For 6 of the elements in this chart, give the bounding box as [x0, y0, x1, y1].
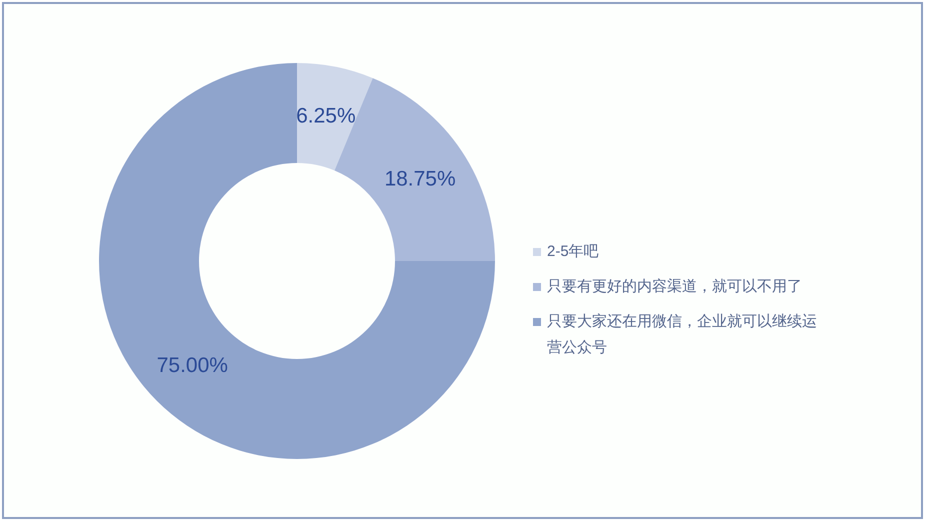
legend-label: 只要有更好的内容渠道，就可以不用了: [547, 277, 803, 297]
data-label: 18.75%: [384, 167, 456, 190]
data-label: 75.00%: [156, 354, 228, 378]
legend-label: 只要大家还在用微信，企业就可以继续运营公众号: [547, 312, 818, 358]
legend-label: 2-5年吧: [547, 242, 600, 262]
data-label: 6.25%: [296, 104, 356, 128]
